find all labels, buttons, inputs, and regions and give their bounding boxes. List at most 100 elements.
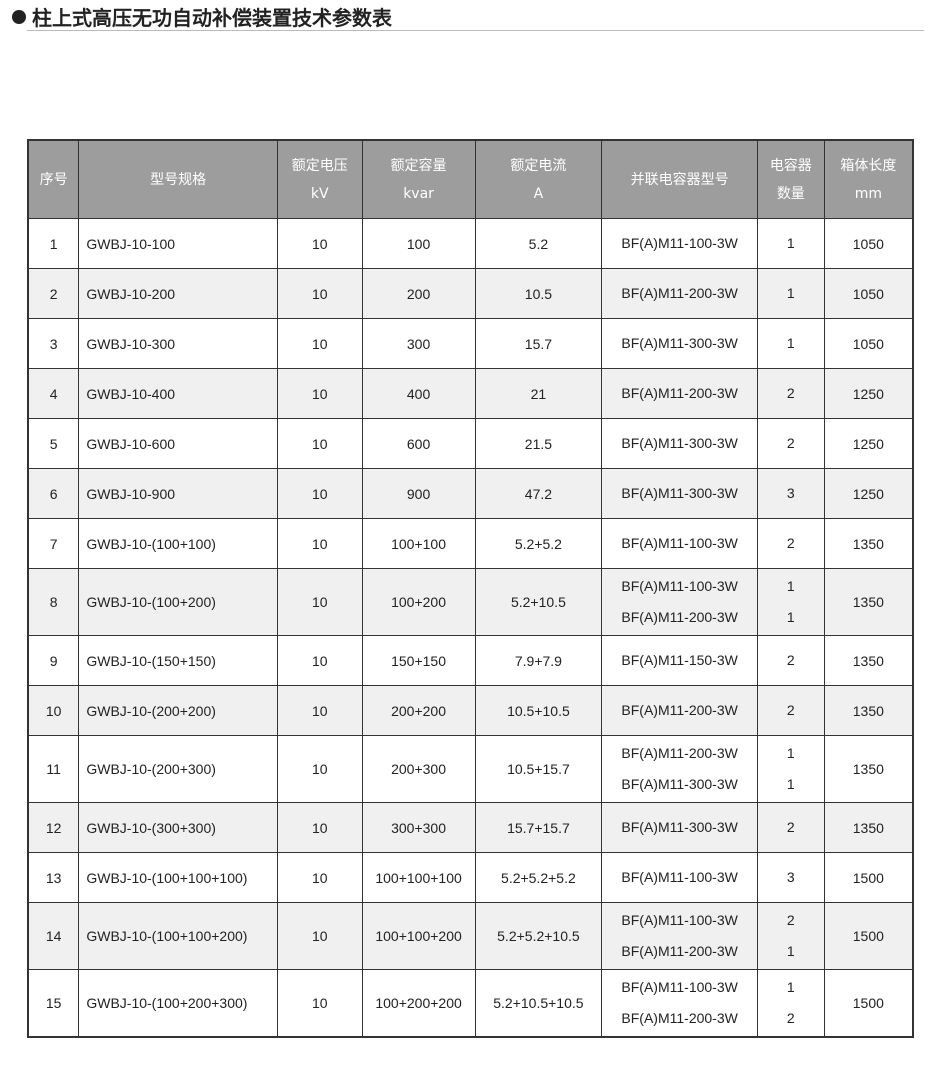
cell-qty: 2 [756, 685, 825, 736]
cell-a: 5.2+10.5+10.5 [474, 969, 603, 1038]
cell-len: 1500 [823, 969, 914, 1038]
cell-kv: 10 [276, 268, 363, 319]
column-header: 型号规格 [78, 139, 278, 219]
header-unit: 数量 [776, 185, 805, 202]
cell-model: GWBJ-10-(200+200) [78, 685, 278, 736]
column-header: 额定电流 A [474, 139, 603, 219]
cell-a: 47.2 [474, 468, 603, 519]
cell-a: 10.5 [474, 268, 603, 319]
cell-caps: BF(A)M11-300-3W [601, 318, 758, 369]
cell-model: GWBJ-10-(200+300) [78, 735, 278, 803]
cell-a: 21.5 [474, 418, 603, 469]
table-row: 8 GWBJ-10-(100+200) 10 100+200 5.2+10.5 BF(A)… [27, 568, 914, 636]
cell-no: 9 [27, 635, 80, 686]
cell-qty: 2 [756, 418, 825, 469]
header-label: 箱体长度 [840, 157, 897, 174]
cell-kv: 10 [276, 568, 363, 636]
cell-caps: BF(A)M11-200-3W BF(A)M11-300-3W [601, 735, 758, 803]
cell-caps: BF(A)M11-100-3W [601, 852, 758, 903]
spec-table: 序号 型号规格 额定电压 kV 额定容量 kvar 额定电流 A 并联电容器型号 电容器 数量 箱体长… [27, 139, 914, 1038]
table-row: 14 GWBJ-10-(100+100+200) 10 100+100+200 5.2+… [27, 902, 914, 970]
table-row: 10 GWBJ-10-(200+200) 10 200+200 10.5+10.5 BF(… [27, 685, 914, 736]
cell-no: 2 [27, 268, 80, 319]
page-title: 柱上式高压无功自动补偿装置技术参数表 [12, 2, 392, 31]
cell-model: GWBJ-10-(150+150) [78, 635, 278, 686]
cell-kvar: 300+300 [361, 802, 476, 853]
header-unit: mm [854, 185, 882, 202]
capacitor-model: BF(A)M11-300-3W [621, 335, 738, 351]
cell-model: GWBJ-10-(100+200) [78, 568, 278, 636]
capacitor-qty: 2 [786, 652, 795, 668]
cell-caps: BF(A)M11-100-3W BF(A)M11-200-3W [601, 902, 758, 970]
cell-no: 1 [27, 218, 80, 269]
capacitor-qty: 2 [786, 535, 795, 551]
cell-no: 3 [27, 318, 80, 369]
capacitor-qty: 3 [786, 869, 795, 885]
header-label: 电容器 [769, 157, 812, 174]
cell-kv: 10 [276, 685, 363, 736]
title-text: 柱上式高压无功自动补偿装置技术参数表 [32, 6, 392, 30]
capacitor-model: BF(A)M11-200-3W [621, 943, 738, 959]
cell-kv: 10 [276, 852, 363, 903]
column-header: 并联电容器型号 [601, 139, 758, 219]
capacitor-qty: 2 [786, 435, 795, 451]
cell-no: 4 [27, 368, 80, 419]
cell-model: GWBJ-10-(300+300) [78, 802, 278, 853]
column-header: 额定电压 kV [276, 139, 363, 219]
cell-a: 10.5+15.7 [474, 735, 603, 803]
capacitor-model: BF(A)M11-100-3W [621, 235, 738, 251]
capacitor-model: BF(A)M11-100-3W [621, 535, 738, 551]
cell-qty: 1 [756, 318, 825, 369]
cell-a: 5.2+5.2+5.2 [474, 852, 603, 903]
capacitor-model: BF(A)M11-200-3W [621, 745, 738, 761]
cell-kvar: 200+200 [361, 685, 476, 736]
cell-no: 13 [27, 852, 80, 903]
cell-len: 1350 [823, 635, 914, 686]
table-row: 12 GWBJ-10-(300+300) 10 300+300 15.7+15.7 BF(… [27, 802, 914, 853]
capacitor-qty: 3 [786, 485, 795, 501]
cell-kvar: 100+200+200 [361, 969, 476, 1038]
cell-caps: BF(A)M11-200-3W [601, 268, 758, 319]
cell-a: 21 [474, 368, 603, 419]
cell-model: GWBJ-10-(100+100) [78, 518, 278, 569]
cell-qty: 1 [756, 218, 825, 269]
capacitor-model: BF(A)M11-300-3W [621, 485, 738, 501]
cell-no: 7 [27, 518, 80, 569]
table-row: 15 GWBJ-10-(100+200+300) 10 100+200+200 5.2+… [27, 969, 914, 1038]
cell-caps: BF(A)M11-300-3W [601, 468, 758, 519]
capacitor-qty: 1 [786, 609, 795, 625]
cell-qty: 2 [756, 368, 825, 419]
cell-kv: 10 [276, 969, 363, 1038]
table-row: 1 GWBJ-10-100 10 100 5.2 BF(A)M11-100-3W 1 1050 [27, 218, 914, 269]
cell-model: GWBJ-10-(100+200+300) [78, 969, 278, 1038]
column-header: 箱体长度 mm [823, 139, 914, 219]
capacitor-model: BF(A)M11-300-3W [621, 435, 738, 451]
capacitor-model: BF(A)M11-300-3W [621, 819, 738, 835]
capacitor-model: BF(A)M11-200-3W [621, 385, 738, 401]
cell-caps: BF(A)M11-100-3W BF(A)M11-200-3W [601, 568, 758, 636]
table-row: 2 GWBJ-10-200 10 200 10.5 BF(A)M11-200-3W 1 105… [27, 268, 914, 319]
capacitor-qty: 1 [786, 745, 795, 761]
cell-len: 1250 [823, 468, 914, 519]
cell-len: 1250 [823, 418, 914, 469]
cell-a: 15.7+15.7 [474, 802, 603, 853]
table-header: 序号 型号规格 额定电压 kV 额定容量 kvar 额定电流 A 并联电容器型号 电容器 数量 箱体长… [27, 139, 914, 219]
cell-len: 1350 [823, 518, 914, 569]
cell-a: 5.2 [474, 218, 603, 269]
cell-kv: 10 [276, 802, 363, 853]
cell-model: GWBJ-10-300 [78, 318, 278, 369]
cell-model: GWBJ-10-100 [78, 218, 278, 269]
cell-len: 1350 [823, 802, 914, 853]
capacitor-qty: 1 [786, 235, 795, 251]
table-row: 11 GWBJ-10-(200+300) 10 200+300 10.5+15.7 BF(… [27, 735, 914, 803]
table-row: 3 GWBJ-10-300 10 300 15.7 BF(A)M11-300-3W 1 105… [27, 318, 914, 369]
header-label: 序号 [39, 171, 68, 188]
cell-kv: 10 [276, 368, 363, 419]
header-label: 额定电压 [291, 157, 348, 174]
capacitor-qty: 2 [786, 912, 795, 928]
title-divider [27, 30, 924, 31]
